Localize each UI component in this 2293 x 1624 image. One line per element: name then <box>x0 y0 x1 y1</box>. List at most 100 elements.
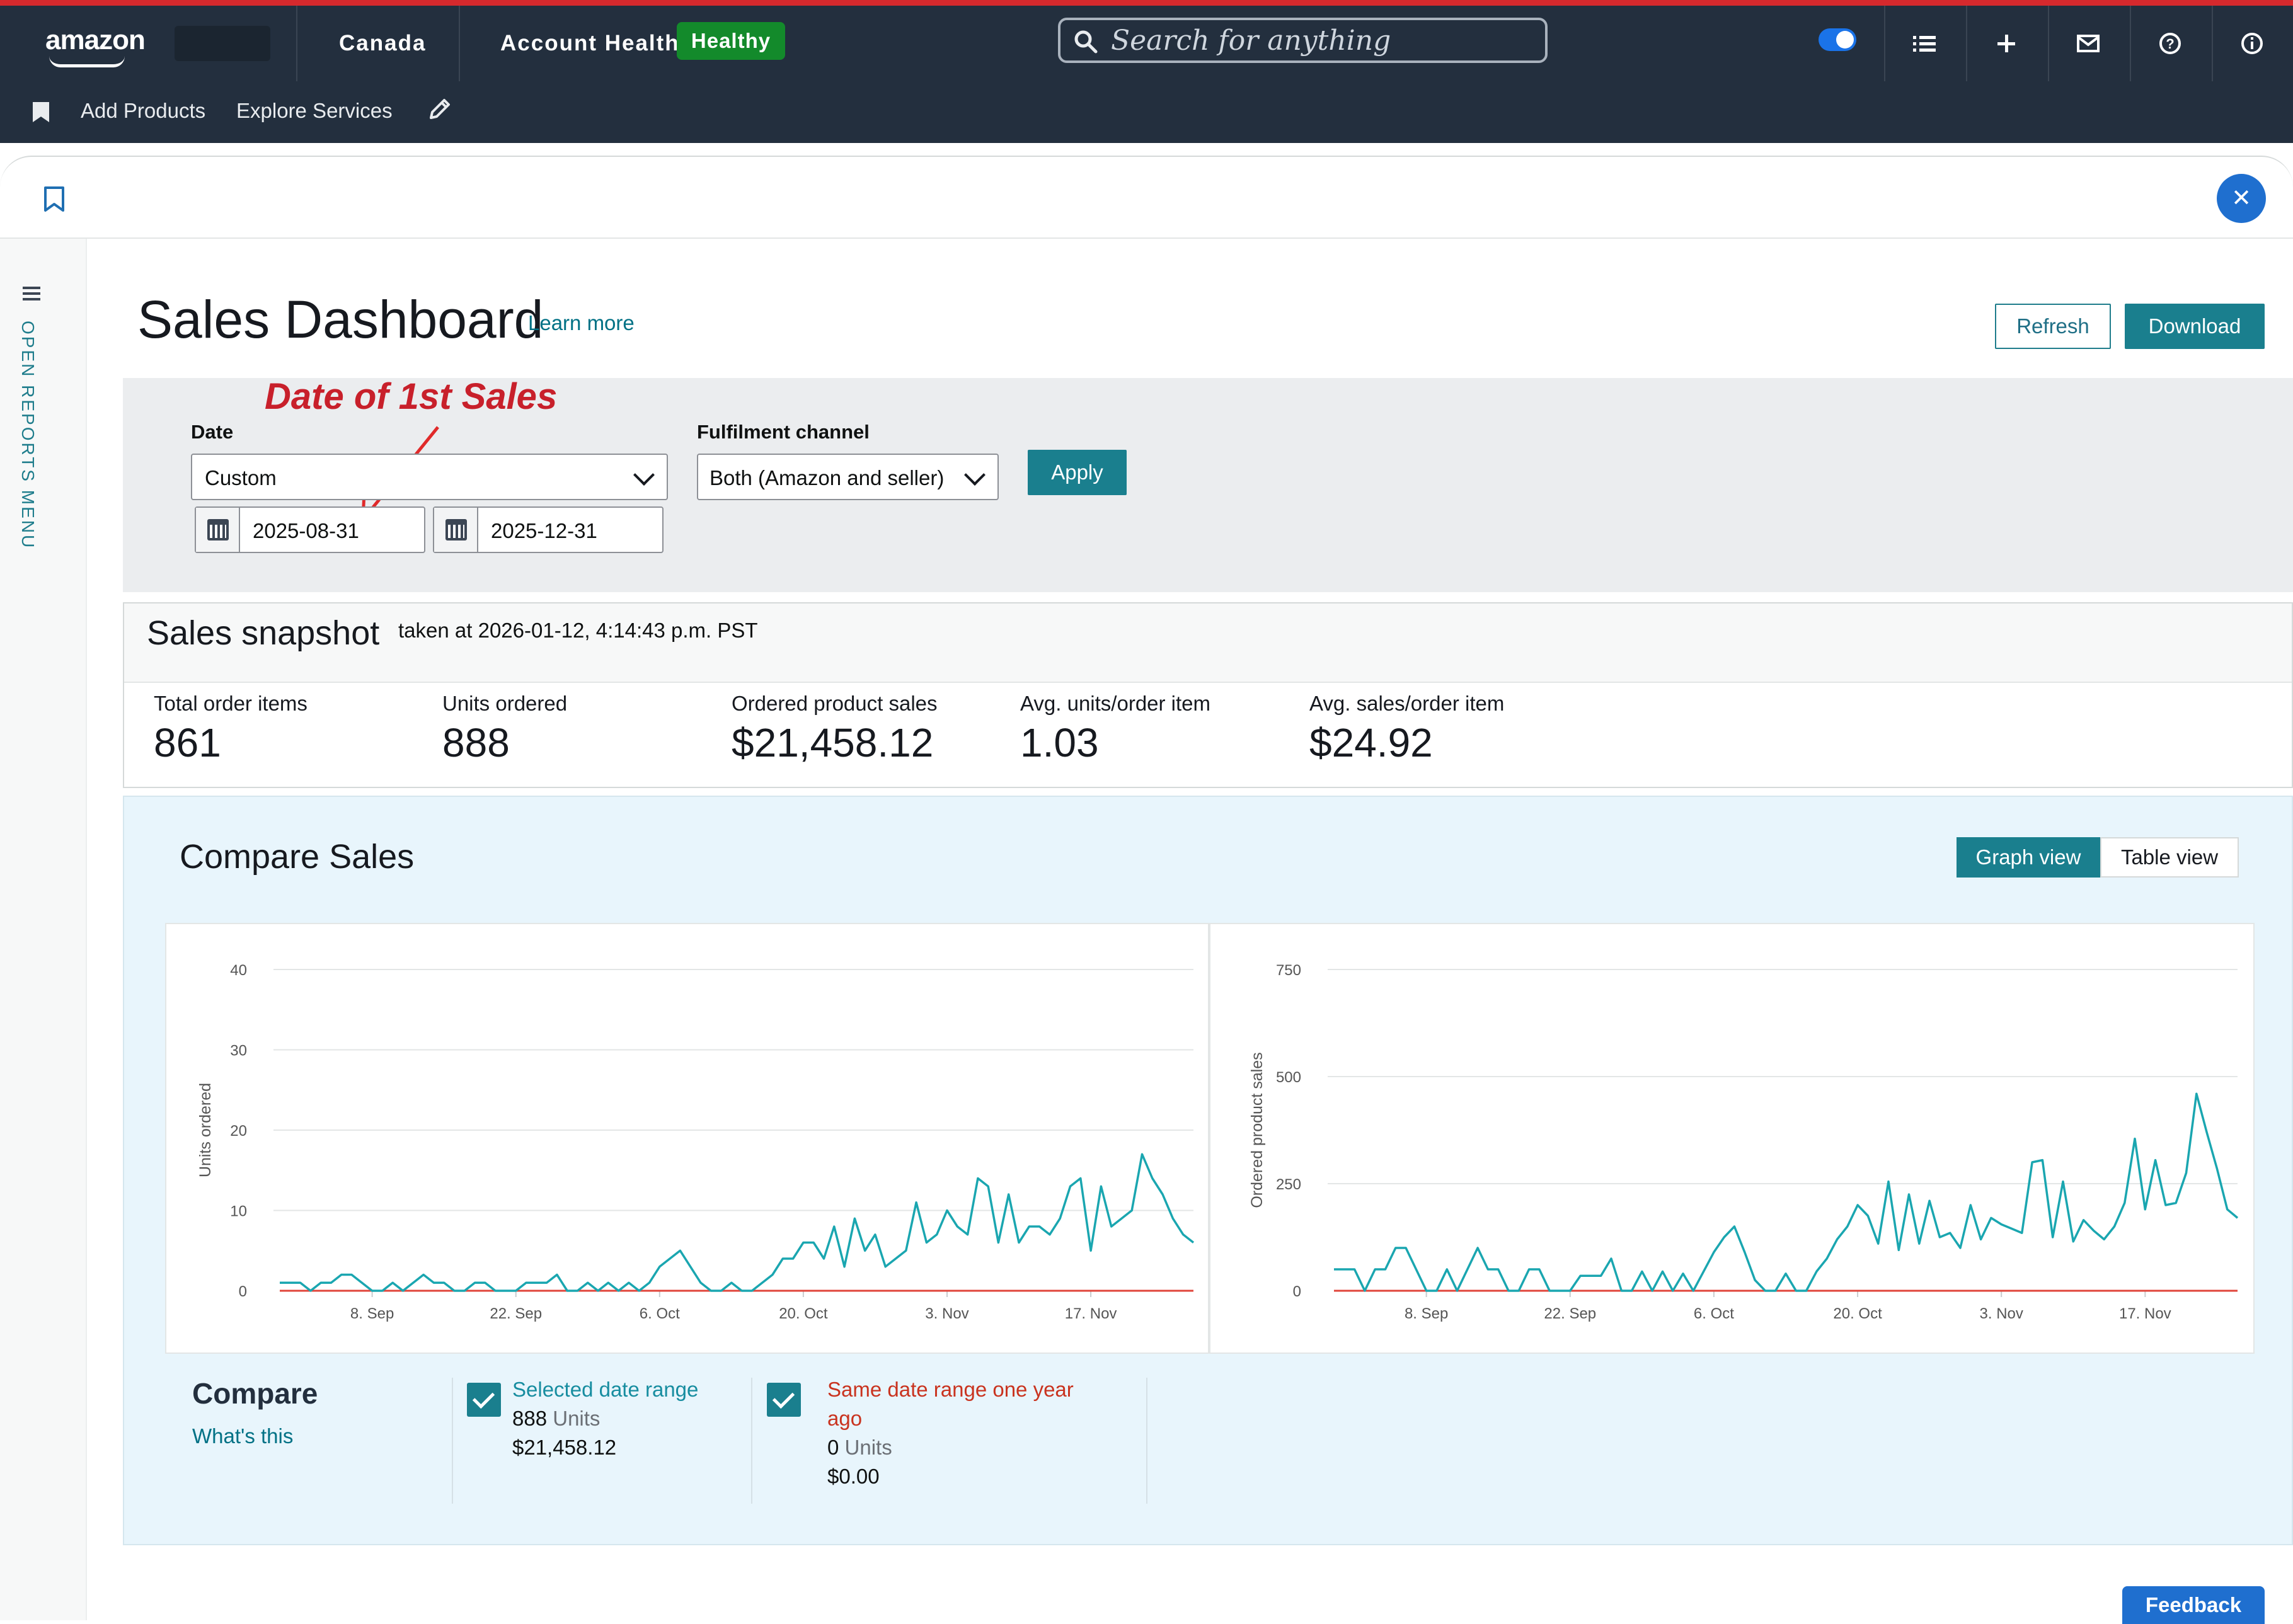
plus-icon[interactable] <box>1984 21 2029 66</box>
date-label: Date <box>191 421 234 443</box>
x-tick-label: 22. Sep <box>1544 1305 1596 1322</box>
amazon-logo[interactable]: amazon <box>45 25 146 55</box>
units-word: Units <box>553 1407 601 1430</box>
learn-more-link[interactable]: Learn more <box>528 311 635 335</box>
mail-icon[interactable] <box>2066 21 2111 66</box>
bookmark-outline-icon[interactable] <box>43 186 66 212</box>
apply-button[interactable]: Apply <box>1028 450 1127 495</box>
add-products-link[interactable]: Add Products <box>81 99 206 122</box>
info-icon[interactable] <box>2229 21 2275 66</box>
metric-avg-sales-per-order-item: Avg. sales/order item $24.92 <box>1309 692 1504 766</box>
y-tick-label: 40 <box>230 962 247 979</box>
previous-year-label: Same date range one year <box>827 1378 1074 1401</box>
compare-label: Compare <box>192 1377 318 1410</box>
current-range-line <box>1334 1092 2239 1292</box>
selected-range-units: 888 Units <box>512 1407 600 1431</box>
current-range-line <box>280 1153 1195 1292</box>
close-button[interactable]: ✕ <box>2217 174 2266 223</box>
annotation-text: Date of 1st Sales <box>265 376 558 417</box>
x-tick-label: 6. Oct <box>1694 1305 1734 1322</box>
units-ordered-chart-panel: 0 10 20 30 40 8. Sep 22. Sep 6. Oct 20. Oct 3. No… <box>165 923 1209 1354</box>
store-name-redacted[interactable] <box>175 26 270 61</box>
svg-text:?: ? <box>2166 36 2174 52</box>
metric-total-order-items: Total order items 861 <box>154 692 307 766</box>
metric-label: Units ordered <box>442 692 568 715</box>
x-tick-label: 22. Sep <box>490 1305 542 1322</box>
marketplace-selector[interactable]: Canada <box>339 31 427 55</box>
list-icon[interactable] <box>1902 21 1947 66</box>
end-date-field[interactable]: 2025-12-31 <box>433 506 664 553</box>
help-icon[interactable]: ? <box>2147 21 2193 66</box>
top-accent-line <box>0 0 2293 6</box>
selected-range-checkbox[interactable] <box>467 1383 501 1417</box>
chevron-down-icon <box>633 464 655 486</box>
feedback-button[interactable]: Feedback <box>2122 1586 2265 1624</box>
metric-value: 888 <box>442 720 510 765</box>
search-box[interactable] <box>1058 18 1548 63</box>
previous-year-label-cont: ago <box>827 1407 863 1430</box>
start-date-field[interactable]: 2025-08-31 <box>195 506 425 553</box>
previous-year-units: 0 Units <box>827 1436 892 1460</box>
search-icon <box>1074 30 1098 54</box>
divider <box>452 1378 453 1504</box>
y-axis-label: Units ordered <box>197 1083 214 1177</box>
amazon-smile-icon <box>49 56 125 67</box>
hamburger-menu-icon[interactable] <box>23 287 40 300</box>
x-tick-label: 6. Oct <box>640 1305 680 1322</box>
bookmark-icon[interactable] <box>33 102 49 122</box>
x-tick-label: 17. Nov <box>1065 1305 1117 1322</box>
divider <box>296 6 297 81</box>
whats-this-link[interactable]: What's this <box>192 1424 294 1448</box>
fulfilment-channel-label: Fulfilment channel <box>697 421 870 443</box>
fulfilment-channel-select[interactable]: Both (Amazon and seller) <box>697 454 999 500</box>
snapshot-timestamp: taken at 2026-01-12, 4:14:43 p.m. PST <box>398 619 758 642</box>
explore-services-link[interactable]: Explore Services <box>236 99 393 122</box>
metric-label: Avg. units/order item <box>1020 692 1211 715</box>
divider <box>1884 6 1885 81</box>
fulfilment-channel-value: Both (Amazon and seller) <box>710 466 945 489</box>
date-range-value: Custom <box>205 466 277 489</box>
shortcut-bar: Add Products Explore Services <box>0 81 2293 143</box>
previous-year-sales: $0.00 <box>827 1465 880 1488</box>
table-view-tab[interactable]: Table view <box>2100 837 2239 878</box>
metric-label: Avg. sales/order item <box>1309 692 1505 715</box>
x-tick-label: 3. Nov <box>925 1305 968 1322</box>
metric-value: $24.92 <box>1309 720 1433 765</box>
search-input[interactable] <box>1111 20 1539 60</box>
ordered-product-sales-chart-panel: 0 250 500 750 8. Sep 22. Sep 6. Oct 20. Oct 3. N… <box>1209 923 2255 1354</box>
previous-year-checkbox[interactable] <box>767 1383 801 1417</box>
snapshot-header: Sales snapshot taken at 2026-01-12, 4:14… <box>124 603 2292 683</box>
toggle-switch[interactable] <box>1819 28 1856 51</box>
divider <box>751 1378 752 1504</box>
calendar-icon <box>445 519 467 540</box>
page-title: Sales Dashboard <box>137 290 544 349</box>
start-date-value[interactable]: 2025-08-31 <box>253 519 359 542</box>
refresh-button[interactable]: Refresh <box>1995 304 2111 349</box>
edit-pencil-icon[interactable] <box>426 95 454 129</box>
graph-view-tab[interactable]: Graph view <box>1957 837 2100 878</box>
y-tick-label: 20 <box>230 1123 247 1140</box>
download-button[interactable]: Download <box>2125 304 2265 349</box>
x-tick-label: 3. Nov <box>1980 1305 2023 1322</box>
account-health-link[interactable]: Account Health <box>500 31 680 55</box>
selected-range-sales: $21,458.12 <box>512 1436 617 1459</box>
date-range-select[interactable]: Custom <box>191 454 668 500</box>
open-reports-menu-link[interactable]: OPEN REPORTS MENU <box>18 321 38 550</box>
reports-side-rail: OPEN REPORTS MENU <box>0 239 87 1620</box>
account-health-status-badge[interactable]: Healthy <box>677 22 785 60</box>
units-ordered-chart: 0 10 20 30 40 8. Sep 22. Sep 6. Oct 20. Oct 3. No… <box>197 962 1195 1322</box>
x-tick-label: 8. Sep <box>350 1305 394 1322</box>
snapshot-title: Sales snapshot <box>147 614 380 652</box>
units-number: 888 <box>512 1407 548 1430</box>
divider <box>2130 6 2131 81</box>
end-date-value[interactable]: 2025-12-31 <box>491 519 597 542</box>
x-tick-label: 8. Sep <box>1405 1305 1448 1322</box>
divider <box>1146 1378 1147 1504</box>
divider <box>1966 6 1967 81</box>
calendar-button[interactable] <box>434 508 478 552</box>
y-axis-label: Ordered product sales <box>1248 1052 1266 1208</box>
x-tick-label: 20. Oct <box>1833 1305 1882 1322</box>
metric-units-ordered: Units ordered 888 <box>442 692 567 766</box>
metric-value: 861 <box>154 720 221 765</box>
calendar-button[interactable] <box>196 508 240 552</box>
